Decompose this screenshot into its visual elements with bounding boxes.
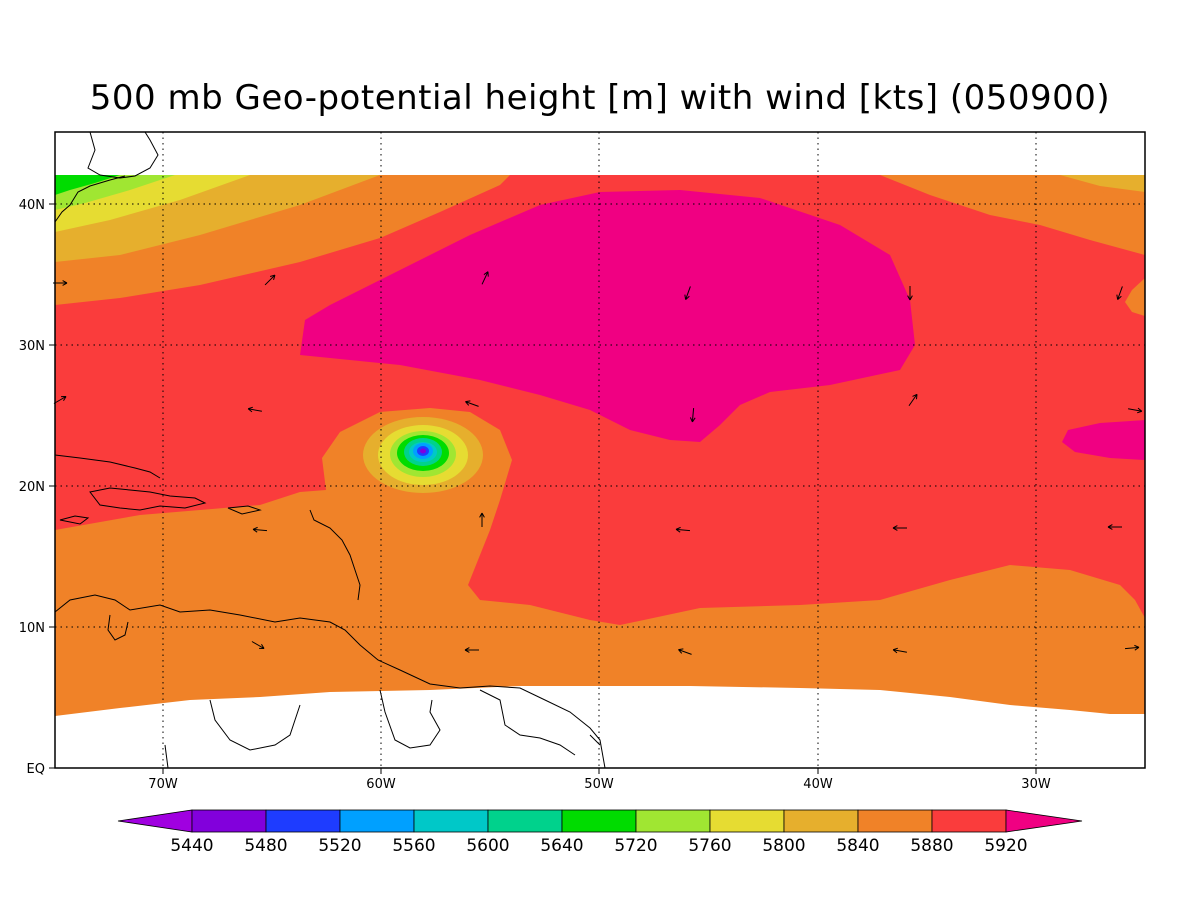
coast-south-america (54, 594, 606, 769)
colorbar-box (413, 809, 489, 833)
colorbar-level-label: 5720 (614, 836, 657, 856)
coast-north-america (87, 131, 159, 179)
colorbar-level-label: 5480 (244, 836, 287, 856)
colorbar-box (265, 809, 341, 833)
colorbar-box (635, 809, 711, 833)
lon-label-60w: 60W (366, 777, 396, 792)
wind-arrow (53, 396, 67, 404)
coast-hispaniola (89, 487, 207, 511)
colorbar-box (931, 809, 1007, 833)
coast-us-east (54, 175, 126, 223)
wind-arrow (675, 526, 691, 533)
colorbar-arrow-high (1005, 809, 1083, 833)
wind-vectors (53, 271, 1143, 655)
colorbar-level-label: 5440 (170, 836, 213, 856)
colorbar-level-label: 5920 (984, 836, 1027, 856)
wind-arrow (908, 393, 918, 407)
colorbar-box (561, 809, 637, 833)
lat-label-eq: EQ (27, 762, 45, 777)
axis-ticks (49, 203, 1037, 774)
wind-arrow (892, 647, 907, 654)
colorbar-level-label: 5560 (392, 836, 435, 856)
colorbar-arrow-low (117, 809, 193, 833)
wind-arrow (1116, 286, 1123, 300)
lon-label-30w: 30W (1021, 777, 1051, 792)
coast-maracaibo (107, 614, 129, 641)
wind-arrow (264, 274, 276, 286)
colorbar-level-label: 5800 (762, 836, 805, 856)
lat-label-10n: 10N (19, 621, 45, 636)
coast-puerto-rico (227, 505, 262, 515)
coast-antilles (309, 509, 361, 601)
lat-axis-labels: EQ 10N 20N 30N 40N (19, 198, 45, 777)
plot-frame (54, 131, 1146, 769)
wind-arrow (481, 271, 489, 285)
band-5640 (55, 175, 120, 195)
wind-arrow (678, 648, 692, 655)
lat-label-40n: 40N (19, 198, 45, 213)
high-5920-east (1062, 420, 1145, 460)
band-5800-northeast (1060, 175, 1145, 192)
high-5920-main (300, 190, 915, 442)
colorbar-level-label: 5600 (466, 836, 509, 856)
colorbar-box (857, 809, 933, 833)
wind-arrow (1124, 644, 1140, 651)
colorbar-level-label: 5760 (688, 836, 731, 856)
wind-arrow (1107, 524, 1122, 530)
wind-arrow (464, 647, 479, 653)
band-5840-east (1125, 278, 1145, 316)
wind-arrow (1128, 407, 1143, 414)
colorbar: 5440 5480 5520 5560 5600 5640 5720 5760 5800 5840… (117, 809, 1083, 856)
lon-axis-labels: 70W 60W 50W 40W 30W (148, 777, 1051, 792)
colorbar-level-label: 5840 (836, 836, 879, 856)
coast-cuba (54, 454, 161, 479)
lon-label-40w: 40W (803, 777, 833, 792)
height-field (55, 175, 1145, 716)
coast-interior (164, 689, 601, 769)
wind-arrow (479, 512, 485, 527)
coast-jamaica (59, 515, 90, 525)
lon-label-70w: 70W (148, 777, 178, 792)
graticule (55, 132, 1145, 768)
colorbar-level-label: 5640 (540, 836, 583, 856)
wind-arrow (684, 286, 691, 300)
low-core (420, 448, 426, 454)
wind-arrow (689, 407, 696, 423)
colorbar-box (709, 809, 785, 833)
wind-arrow (907, 286, 913, 301)
colorbar-box (339, 809, 415, 833)
wind-arrow (252, 526, 268, 533)
colorbar-box (783, 809, 859, 833)
colorbar-level-label: 5880 (910, 836, 953, 856)
map-title: 500 mb Geo-potential height [m] with win… (89, 78, 1111, 118)
wind-arrow (892, 525, 907, 531)
wind-arrow (247, 406, 262, 413)
colorbar-box (191, 809, 267, 833)
coastlines (54, 131, 606, 769)
colorbar-box (487, 809, 563, 833)
colorbar-level-label: 5520 (318, 836, 361, 856)
lat-label-30n: 30N (19, 339, 45, 354)
lat-label-20n: 20N (19, 480, 45, 495)
wind-arrow (465, 400, 479, 407)
lon-label-50w: 50W (584, 777, 614, 792)
wind-arrow (251, 641, 265, 649)
